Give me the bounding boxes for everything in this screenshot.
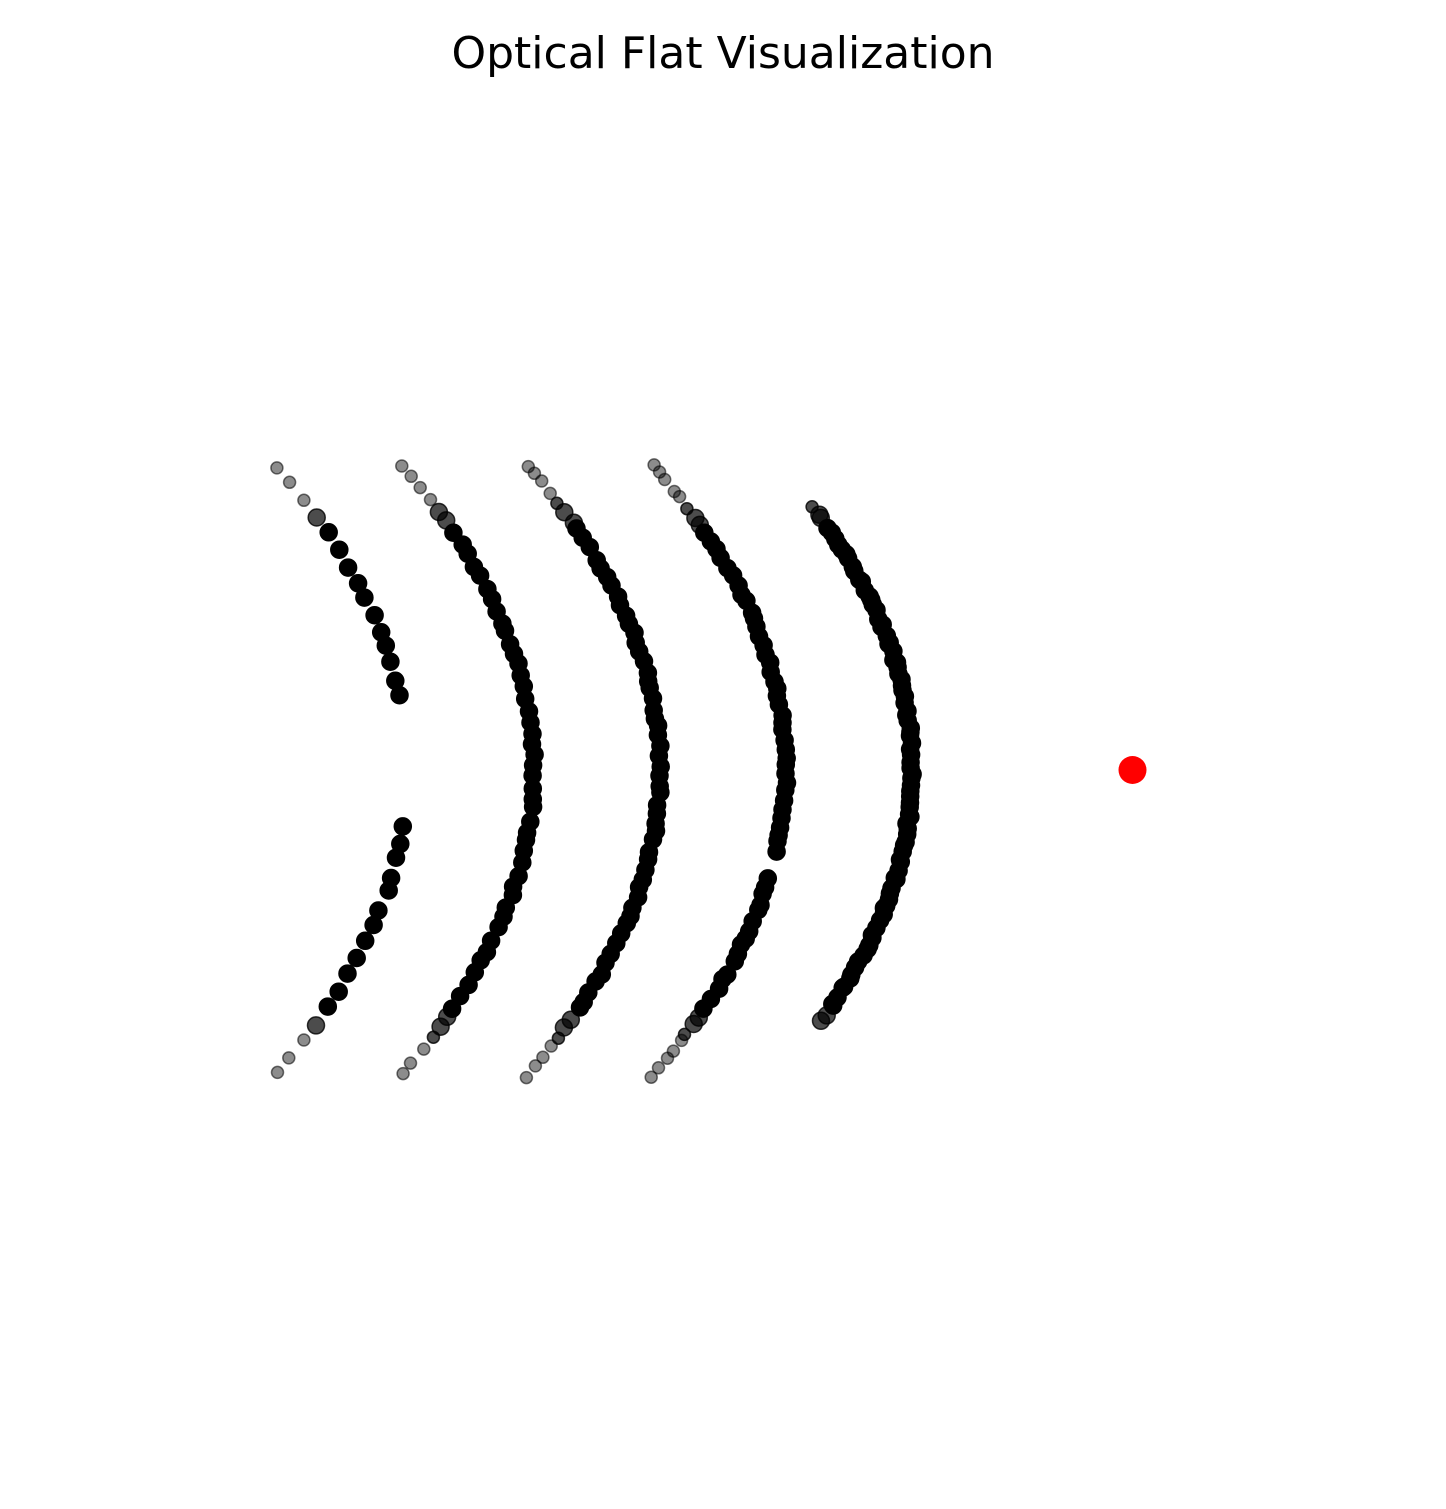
fringe-point — [429, 502, 449, 522]
fringe-point — [521, 812, 540, 831]
fringe-point — [371, 623, 391, 642]
fringe-point — [306, 1016, 326, 1035]
fringe-point — [330, 540, 349, 559]
fringe-point — [319, 523, 338, 542]
fringe-series-1 — [270, 461, 413, 1080]
fringe-point — [386, 671, 405, 691]
fringe-point — [338, 558, 358, 577]
fringe-point — [338, 964, 357, 983]
fringe-point — [666, 1044, 681, 1058]
fringe-point — [396, 1066, 410, 1081]
fringe-point — [403, 1056, 418, 1070]
fringe-point — [391, 834, 410, 854]
fringe-point — [282, 1051, 296, 1065]
fringe-point — [644, 1070, 658, 1084]
fringe-point — [519, 1070, 534, 1085]
fringe-point — [393, 817, 413, 836]
fringe-point — [270, 461, 284, 475]
fringe-series-4 — [644, 458, 797, 1084]
fringe-point — [417, 1042, 431, 1056]
highlight-point — [1118, 756, 1147, 784]
fringe-point — [561, 1010, 581, 1030]
fringe-series-5 — [805, 500, 922, 1031]
fringe-point — [395, 459, 409, 473]
fringe-point — [680, 501, 694, 516]
fringe-point — [270, 1065, 285, 1080]
plot-area — [270, 458, 1147, 1085]
fringe-point — [329, 982, 348, 1001]
fringe-point — [381, 652, 400, 671]
fringe-point — [413, 480, 427, 495]
fringe-point — [667, 484, 682, 499]
fringe-point — [651, 1061, 666, 1075]
fringe-point — [355, 931, 375, 951]
fringe-point — [297, 1033, 311, 1047]
fringe-point — [423, 492, 438, 507]
fringe-series-2 — [395, 459, 544, 1081]
fringe-point — [758, 869, 778, 888]
fringe-point — [528, 1059, 543, 1073]
fringe-point — [805, 500, 819, 514]
fringe-point — [543, 486, 557, 501]
fringe-point — [369, 901, 388, 920]
fringe-point — [647, 458, 661, 472]
fringe-point — [347, 948, 366, 968]
fringe-point — [521, 459, 536, 474]
chart-title: Optical Flat Visualization — [451, 28, 994, 79]
fringe-point — [536, 1050, 550, 1065]
fringe-point — [365, 605, 384, 625]
fringe-point — [550, 496, 564, 511]
fringe-point — [282, 475, 297, 490]
fringe-point — [307, 508, 326, 527]
fringe-point — [348, 574, 368, 593]
fringe-point — [677, 1027, 692, 1042]
fringe-point — [381, 868, 401, 888]
fringe-series-3 — [519, 459, 670, 1085]
fringe-point — [404, 469, 418, 484]
fringe-point — [318, 997, 338, 1016]
fringe-point — [297, 493, 311, 508]
